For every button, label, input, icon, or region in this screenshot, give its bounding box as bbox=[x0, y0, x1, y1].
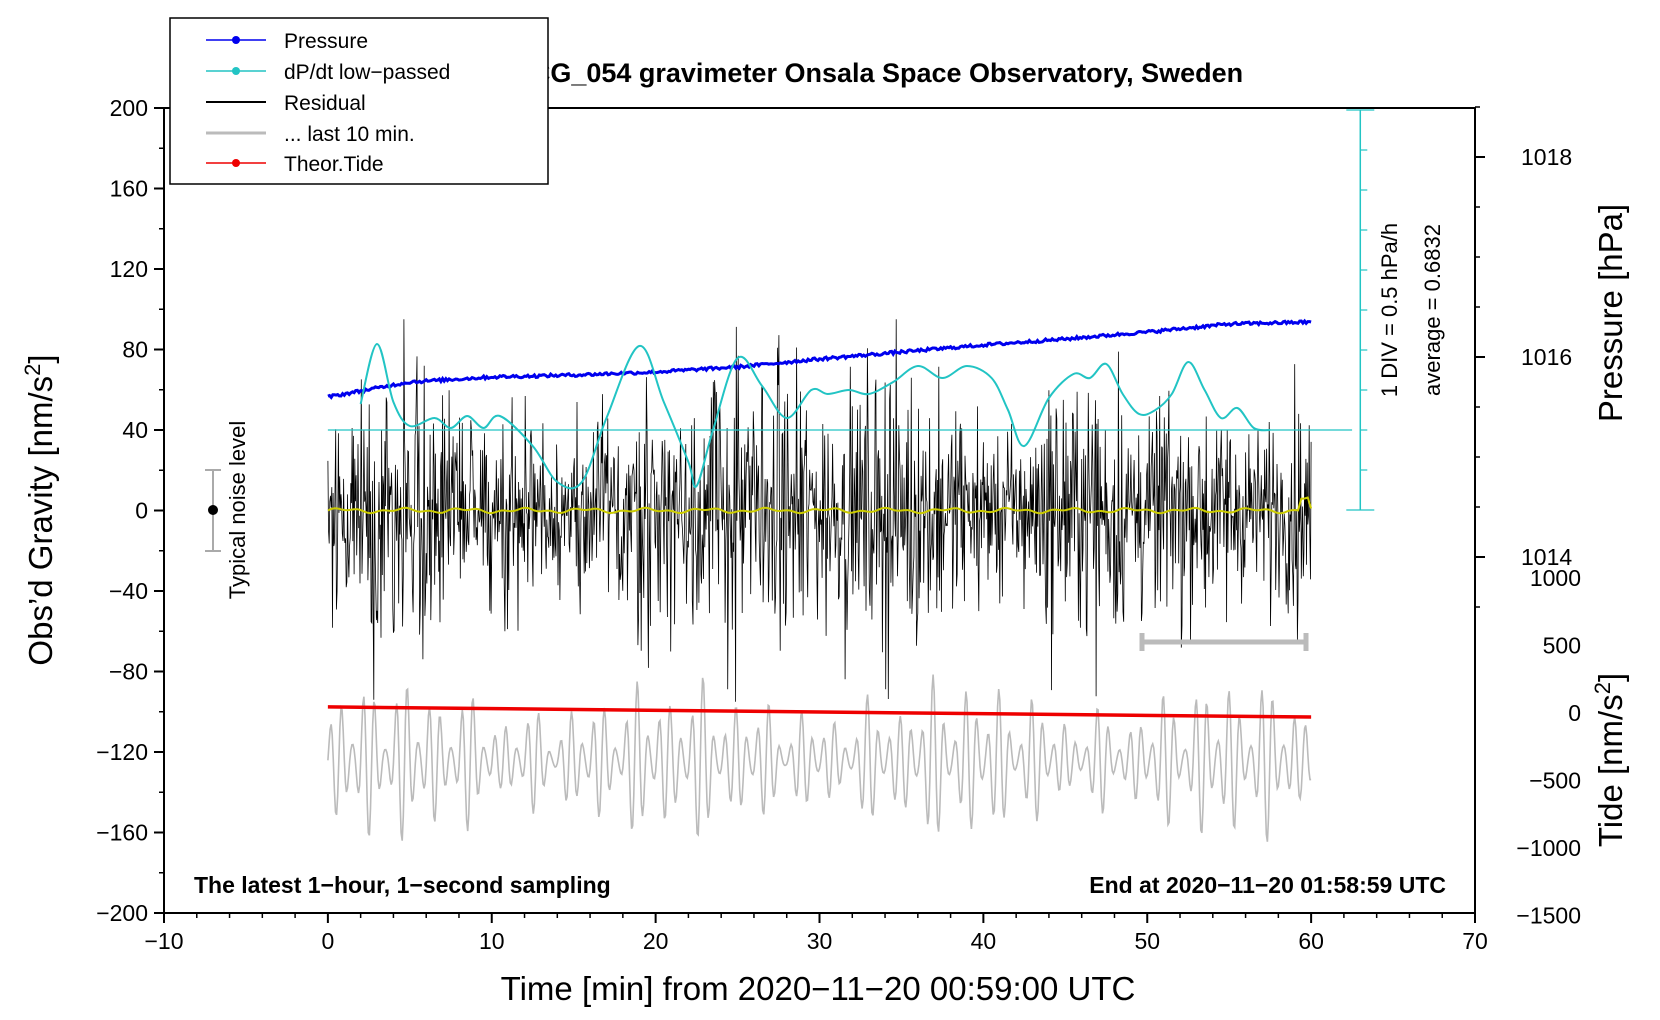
footer-right: End at 2020−11−20 01:58:59 UTC bbox=[1089, 872, 1446, 898]
noise-dot bbox=[208, 505, 218, 515]
legend-pressure: Pressure bbox=[284, 30, 368, 53]
smoothed-residual-series bbox=[327, 496, 1313, 515]
footer-left: The latest 1−hour, 1−second sampling bbox=[194, 872, 611, 898]
y-axis-label: Obs’d Gravity [nm/s2] bbox=[20, 354, 59, 665]
y-tick-label: −160 bbox=[96, 820, 148, 846]
noise-level-label: Typical noise level bbox=[225, 421, 250, 600]
y-tick-label: 0 bbox=[135, 498, 148, 524]
x-axis-label: Time [min] from 2020−11−20 00:59:00 UTC bbox=[501, 970, 1136, 1007]
y-tick-label: 200 bbox=[110, 95, 148, 121]
tide-tick-label: −500 bbox=[1529, 768, 1581, 794]
average-label: average = 0.6832 bbox=[1420, 224, 1445, 396]
x-tick-label: 30 bbox=[807, 928, 833, 954]
legend-pressure-marker bbox=[232, 36, 240, 44]
legend-tide: Theor.Tide bbox=[284, 153, 384, 176]
y-tick-label: −200 bbox=[96, 900, 148, 926]
x-tick-label: 0 bbox=[321, 928, 334, 954]
div-label: 1 DIV = 0.5 hPa/h bbox=[1377, 223, 1402, 397]
residual-series bbox=[327, 319, 1312, 702]
tide-tick-label: 0 bbox=[1568, 700, 1581, 726]
legend-last10: ... last 10 min. bbox=[284, 123, 415, 146]
noise-level-marker bbox=[205, 469, 221, 552]
dpdt-scale-bar bbox=[1346, 109, 1375, 511]
tide-axis-label: Tide [nm/s2] bbox=[1590, 673, 1629, 847]
x-tick-label: −10 bbox=[144, 928, 183, 954]
last-10-min-marker bbox=[1139, 633, 1309, 651]
x-tick-label: 70 bbox=[1462, 928, 1488, 954]
x-tick-label: 10 bbox=[479, 928, 505, 954]
dpdt-line bbox=[359, 342, 1271, 490]
pressure-tick-label: 1018 bbox=[1521, 144, 1572, 170]
y-tick-label: −80 bbox=[109, 659, 148, 685]
pressure-axis-label: Pressure [hPa] bbox=[1592, 204, 1629, 422]
tide-tick-label: 500 bbox=[1543, 633, 1581, 659]
legend-dpdt-marker bbox=[232, 67, 240, 75]
axes: −10 0 10 20 30 40 50 60 70 200 160 120 80 40 0 −40 −80 −1… bbox=[96, 95, 1581, 954]
legend-tide-marker bbox=[232, 159, 240, 167]
x-tick-label: 60 bbox=[1298, 928, 1324, 954]
y-tick-label: 120 bbox=[110, 256, 148, 282]
dpdt-series bbox=[327, 342, 1353, 490]
legend: Pressure dP/dt low−passed Residual ... l… bbox=[169, 17, 549, 185]
x-tick-label: 40 bbox=[971, 928, 997, 954]
x-tick-label: 20 bbox=[643, 928, 669, 954]
tide-line bbox=[327, 705, 1312, 719]
last-10-min-line bbox=[327, 674, 1312, 842]
pressure-tick-label: 1014 bbox=[1521, 544, 1572, 570]
legend-residual: Residual bbox=[284, 92, 366, 115]
chart-title: SCG_054 gravimeter Onsala Space Observat… bbox=[513, 58, 1243, 88]
y-tick-label: 80 bbox=[122, 337, 148, 363]
legend-dpdt: dP/dt low−passed bbox=[284, 61, 450, 84]
y-tick-label: −40 bbox=[109, 578, 148, 604]
tide-tick-label: 1000 bbox=[1530, 565, 1581, 591]
theor-tide-series bbox=[327, 705, 1312, 719]
y-tick-label: 160 bbox=[110, 176, 148, 202]
pressure-line bbox=[327, 318, 1312, 400]
tide-tick-label: −1000 bbox=[1516, 835, 1581, 861]
y-tick-label: −120 bbox=[96, 739, 148, 765]
residual-line bbox=[327, 319, 1312, 702]
x-tick-label: 50 bbox=[1134, 928, 1160, 954]
last-10-min-series bbox=[327, 674, 1312, 842]
pressure-series bbox=[327, 318, 1312, 400]
pressure-tick-label: 1016 bbox=[1521, 344, 1572, 370]
tide-tick-label: −1500 bbox=[1516, 903, 1581, 929]
y-tick-label: 40 bbox=[122, 417, 148, 443]
smoothed-residual-line bbox=[327, 496, 1313, 515]
